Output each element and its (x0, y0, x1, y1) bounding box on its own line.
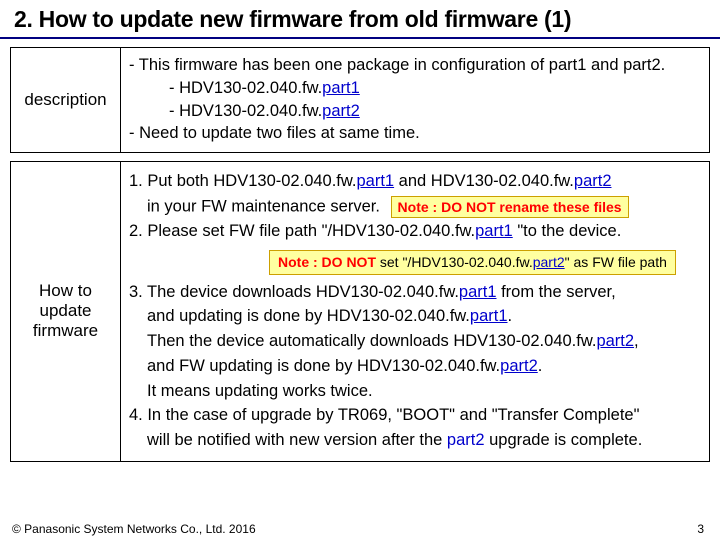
text: and updating is done by HDV130-02.040.fw… (147, 307, 470, 325)
copyright-footer: © Panasonic System Networks Co., Ltd. 20… (12, 522, 256, 536)
filename-part2: part2 (322, 102, 360, 120)
desc-line: - This firmware has been one package in … (129, 55, 701, 77)
howto-content: 1. Put both HDV130-02.040.fw.part1 and H… (121, 162, 709, 461)
text: 1. Put both HDV130-02.040.fw. (129, 172, 356, 190)
step-3-cont: It means updating works twice. (129, 381, 701, 403)
text: - HDV130-02.040.fw. (169, 79, 322, 97)
filename-part1: part1 (356, 172, 394, 190)
text: 2. Please set FW file path "/HDV130-02.0… (129, 222, 475, 240)
text: " as FW file path (565, 254, 667, 270)
filename-part2: part2 (500, 357, 538, 375)
howto-table: How to update firmware 1. Put both HDV13… (10, 161, 710, 462)
description-content: - This firmware has been one package in … (121, 48, 709, 152)
slide-title: 2. How to update new firmware from old f… (0, 0, 720, 39)
text: upgrade is complete. (485, 431, 643, 449)
filename-part1: part1 (470, 307, 508, 325)
note-box: Note : DO NOT set "/HDV130-02.040.fw.par… (269, 250, 676, 274)
text: , (634, 332, 639, 350)
filename-part2: part2 (533, 254, 565, 270)
filename-part1: part1 (475, 222, 513, 240)
text: - HDV130-02.040.fw. (169, 102, 322, 120)
step-3-cont: Then the device automatically downloads … (129, 331, 701, 353)
text: set "/HDV130-02.040.fw. (376, 254, 533, 270)
desc-line: - HDV130-02.040.fw.part1 (129, 78, 701, 100)
filename-part2: part2 (574, 172, 612, 190)
description-label: description (11, 48, 121, 152)
text: . (538, 357, 543, 375)
text: will be notified with new version after … (147, 431, 447, 449)
text: 3. The device downloads HDV130-02.040.fw… (129, 283, 459, 301)
step-4-cont: will be notified with new version after … (129, 430, 701, 452)
step-3-cont: and FW updating is done by HDV130-02.040… (129, 356, 701, 378)
step-1-cont: in your FW maintenance server. Note : DO… (129, 196, 701, 218)
page-number: 3 (697, 522, 704, 536)
text: Then the device automatically downloads … (147, 332, 596, 350)
text: and HDV130-02.040.fw. (394, 172, 574, 190)
text: and FW updating is done by HDV130-02.040… (147, 357, 500, 375)
howto-label: How to update firmware (11, 162, 121, 461)
step-3-cont: and updating is done by HDV130-02.040.fw… (129, 306, 701, 328)
step-3: 3. The device downloads HDV130-02.040.fw… (129, 282, 701, 304)
part2-text: part2 (447, 431, 485, 449)
text: from the server, (497, 283, 616, 301)
text: "to the device. (513, 222, 622, 240)
note-box: Note : DO NOT rename these files (391, 196, 629, 218)
filename-part1: part1 (322, 79, 360, 97)
step-1: 1. Put both HDV130-02.040.fw.part1 and H… (129, 171, 701, 193)
filename-part2: part2 (596, 332, 634, 350)
filename-part1: part1 (459, 283, 497, 301)
step-2: 2. Please set FW file path "/HDV130-02.0… (129, 221, 701, 243)
desc-line: - HDV130-02.040.fw.part2 (129, 101, 701, 123)
text: . (508, 307, 513, 325)
description-table: description - This firmware has been one… (10, 47, 710, 153)
text: in your FW maintenance server. (147, 197, 380, 215)
note-prefix: Note : DO NOT (278, 254, 376, 270)
step-4: 4. In the case of upgrade by TR069, "BOO… (129, 405, 701, 427)
desc-line: - Need to update two files at same time. (129, 123, 701, 145)
